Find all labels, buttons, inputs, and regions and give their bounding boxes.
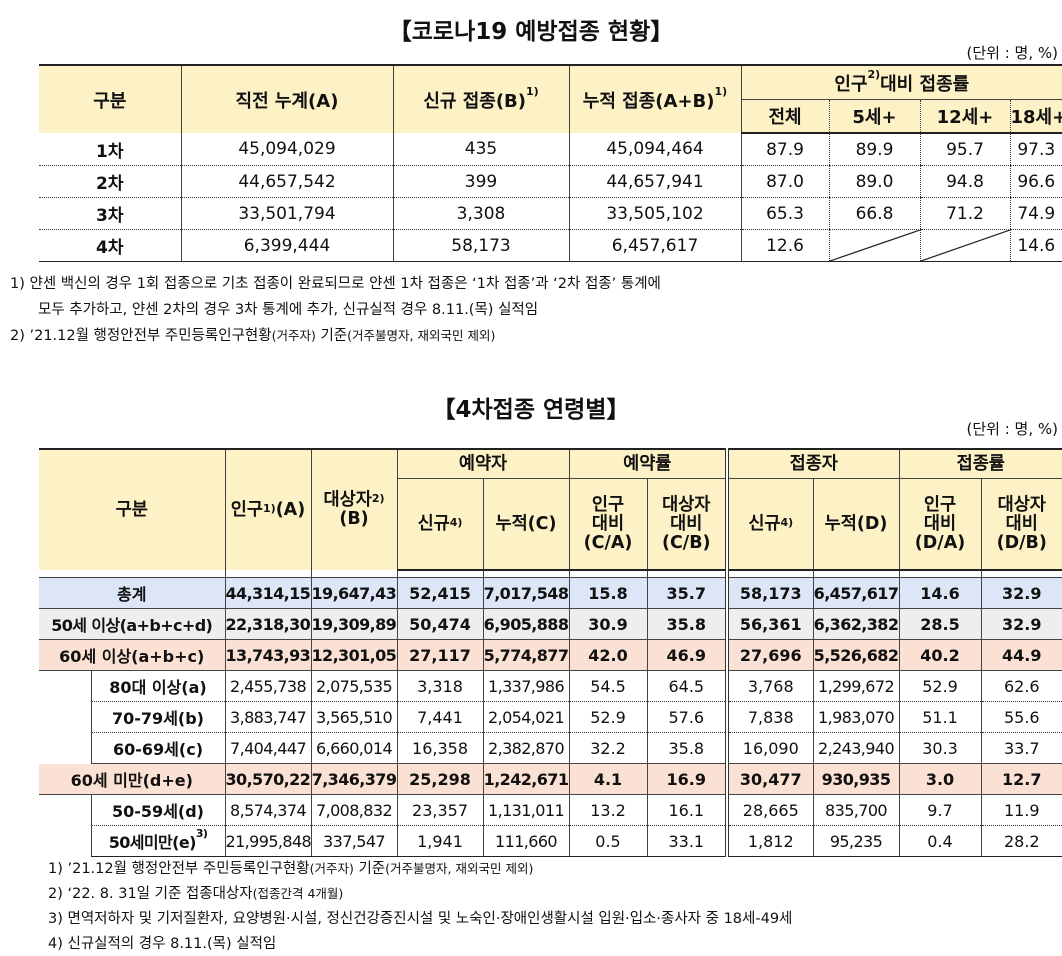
table-row: 총계 44,314,154 19,647,438 52,415 7,017,54…: [39, 577, 1062, 609]
header-population: 인구1)(A): [224, 448, 312, 570]
table2-note-3: 3) 면역저하자 및 기저질환자, 요양병원·시설, 정신건강증진시설 및 노숙…: [48, 911, 793, 927]
table-row: 60세 이상(a+b+c) 13,743,932 12,301,059 27,1…: [39, 639, 1062, 671]
table-row: 50-59세(d) 8,574,374 7,008,832 23,357 1,1…: [39, 794, 1062, 826]
header-age12: 12세+: [919, 99, 1010, 134]
header-reservation-rate: 예약률: [568, 448, 728, 479]
header-res-new: 신규4): [396, 478, 484, 571]
table1-title: 【코로나19 예방접종 현황】: [388, 19, 674, 45]
header-category: 구분: [39, 448, 226, 570]
header-age5: 5세+: [828, 99, 920, 134]
table-row: 2차 44,657,542 399 44,657,941 87.0 89.0 9…: [39, 165, 1062, 198]
header-da: 인구 대비 (D/A): [898, 478, 982, 571]
header-pop-rate: 인구2)대비 접종률: [740, 64, 1062, 100]
table2-title: 【4차접종 연령별】: [432, 397, 630, 423]
header-all: 전체: [740, 99, 829, 134]
table2-unit: (단위 : 명, %): [966, 420, 1058, 438]
table-row: 60-69세(c) 7,404,447 6,660,014 16,358 2,3…: [39, 732, 1062, 764]
table1-unit: (단위 : 명, %): [966, 44, 1058, 62]
table-row: 50세 이상(a+b+c+d) 22,318,306 19,309,891 50…: [39, 608, 1062, 640]
table1-note-2: 2) ’21.12월 행정안전부 주민등록인구현황(거주자) 기준(거주불명자,…: [10, 328, 496, 344]
table1-note-1: 1) 얀센 백신의 경우 1회 접종으로 기초 접종이 완료되므로 얀센 1차 …: [10, 276, 661, 292]
header-category: 구분: [39, 64, 181, 133]
not-applicable-cell: [919, 229, 1010, 262]
header-db: 대상자 대비 (D/B): [980, 478, 1062, 571]
table2-note-2: 2) ‘22. 8. 31일 기준 접종대상자(접종간격 4개월): [48, 886, 344, 902]
header-new: 신규 접종(B)1): [392, 64, 569, 133]
header-vac-cum: 누적(D): [812, 478, 900, 571]
fourth-dose-by-age-table: 구분 인구1)(A) 대상자2) (B) 예약자 예약률 접종자 접종률 신규4)…: [39, 448, 1062, 857]
table-row: 80대 이상(a) 2,455,738 2,075,535 3,318 1,33…: [39, 670, 1062, 702]
table1-note-1-cont: 모두 추가하고, 얀센 2차의 경우 3차 통계에 추가, 신규실적 경우 8.…: [38, 302, 539, 318]
header-age18: 18세+: [1009, 99, 1062, 134]
header-target: 대상자2) (B): [310, 448, 398, 570]
not-applicable-cell: [828, 229, 920, 262]
vaccination-status-table: 구분 직전 누계(A) 신규 접종(B)1) 누적 접종(A+B)1) 인구2)…: [39, 64, 1062, 262]
table2-note-1: 1) ’21.12월 행정안전부 주민등록인구현황(거주자) 기준(거주불명자,…: [48, 861, 534, 877]
table-row: 50세미만(e)3) 21,995,848 337,547 1,941 111,…: [39, 825, 1062, 857]
header-ca: 인구 대비 (C/A): [568, 478, 648, 571]
table-row: 70-79세(b) 3,883,747 3,565,510 7,441 2,05…: [39, 701, 1062, 733]
table-row: 4차 6,399,444 58,173 6,457,617 12.6 14.6: [39, 229, 1062, 262]
table-row: 3차 33,501,794 3,308 33,505,102 65.3 66.8…: [39, 197, 1062, 230]
table2-note-4: 4) 신규실적의 경우 8.11.(목) 실적임: [48, 936, 277, 952]
header-prev-total: 직전 누계(A): [180, 64, 393, 133]
header-cumulative: 누적 접종(A+B)1): [568, 64, 741, 133]
table-row: 60세 미만(d+e) 30,570,222 7,346,379 25,298 …: [39, 763, 1062, 795]
header-vac-new: 신규4): [725, 478, 814, 571]
table-row: 1차 45,094,029 435 45,094,464 87.9 89.9 9…: [39, 133, 1062, 166]
header-reservations: 예약자: [396, 448, 570, 479]
header-cb: 대상자 대비 (C/B): [646, 478, 728, 571]
header-vaccination-rate: 접종률: [898, 448, 1062, 479]
header-vaccinated: 접종자: [725, 448, 900, 479]
header-res-cum: 누적(C): [482, 478, 570, 571]
